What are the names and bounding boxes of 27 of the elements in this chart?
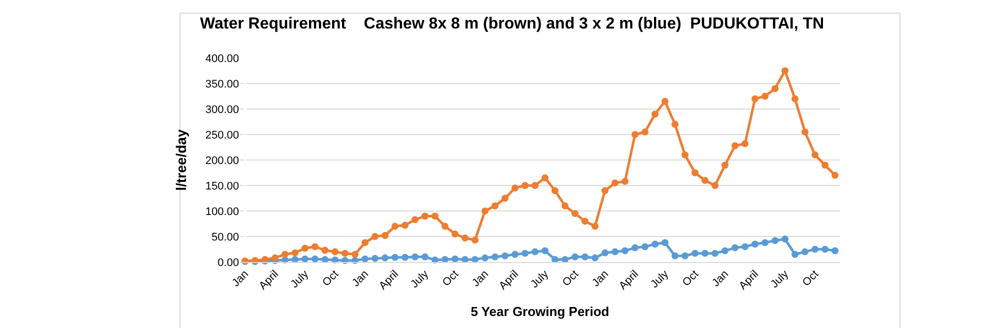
y-tick-label: 400.00 <box>205 52 239 65</box>
y-tick-label: 350.00 <box>205 78 239 90</box>
x-tick-label: Oct <box>440 268 462 289</box>
x-tick-label: July <box>408 268 432 291</box>
x-tick-label: Oct <box>680 268 702 289</box>
x-tick-label: July <box>648 268 672 291</box>
x-tick-label: Oct <box>800 268 822 289</box>
x-axis-title: 5 Year Growing Period <box>470 304 610 319</box>
x-tick-label: Jan <box>590 268 612 290</box>
x-tick-label: Oct <box>320 268 342 289</box>
x-tick-label: Jan <box>710 268 732 290</box>
x-tick-label: Jan <box>230 268 252 290</box>
chart-title: Water Requirement Cashew 8x 8 m (brown) and 3 x 2 m (blue) PUDUKOTTAI, TN <box>200 16 824 33</box>
x-tick-label: July <box>528 268 552 291</box>
y-tick-label: 100.00 <box>205 206 239 218</box>
y-tick-label: 300.00 <box>205 104 239 116</box>
y-tick-label: 0.00 <box>218 256 239 269</box>
y-tick-label: 150.00 <box>205 180 239 192</box>
y-axis-title: l/tree/day <box>172 129 189 191</box>
x-tick-label: July <box>288 268 312 291</box>
x-tick-label: Jan <box>470 268 492 290</box>
y-tick-label: 200.00 <box>205 154 239 167</box>
y-tick-label: 50.00 <box>211 231 239 244</box>
x-tick-label: Oct <box>560 268 582 289</box>
x-tick-label: Jan <box>350 268 372 290</box>
x-tick-label: July <box>768 268 792 291</box>
y-tick-label: 250.00 <box>205 129 239 142</box>
